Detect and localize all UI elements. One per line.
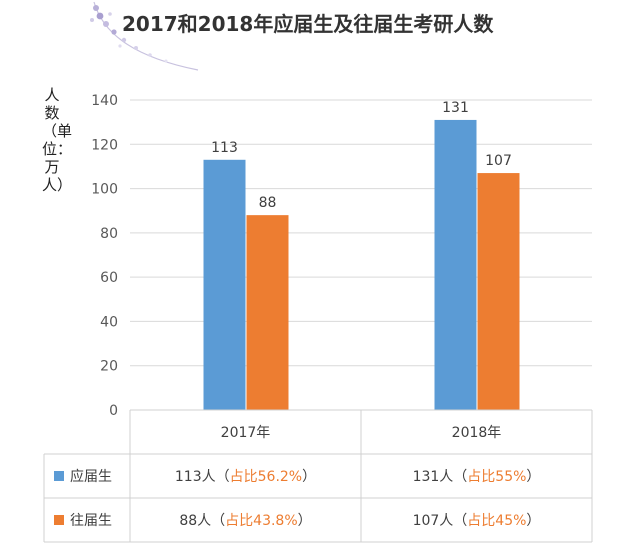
data-label: 131 <box>442 100 469 116</box>
y-tick-label: 120 <box>91 137 118 153</box>
legend-swatch <box>54 471 64 481</box>
table-cell: 113人（占比56.2%） <box>175 469 316 485</box>
data-label: 113 <box>211 140 238 156</box>
y-tick-label: 40 <box>100 314 118 330</box>
bar <box>434 119 477 410</box>
legend-swatch <box>54 515 64 525</box>
x-category-label: 2018年 <box>452 425 502 441</box>
floral-decoration <box>90 1 199 71</box>
data-label: 107 <box>485 153 512 169</box>
legend-entry: 往届生 <box>70 513 112 529</box>
bar <box>203 159 246 410</box>
table-cell: 107人（占比45%） <box>413 513 541 529</box>
bar <box>246 215 289 410</box>
table-cell: 88人（占比43.8%） <box>179 513 311 529</box>
chart-title: 2017和2018年应届生及往届生考研人数 <box>122 12 494 36</box>
x-category-label: 2017年 <box>221 425 271 441</box>
y-tick-label: 140 <box>91 93 118 109</box>
y-tick-label: 100 <box>91 182 118 198</box>
legend-entry: 应届生 <box>70 468 112 485</box>
y-tick-label: 20 <box>100 359 118 375</box>
y-tick-label: 80 <box>100 226 118 242</box>
data-label: 88 <box>259 195 277 211</box>
bar <box>477 173 520 410</box>
table-cell: 131人（占比55%） <box>413 469 541 485</box>
y-tick-label: 60 <box>100 270 118 286</box>
y-tick-label: 0 <box>109 403 118 419</box>
